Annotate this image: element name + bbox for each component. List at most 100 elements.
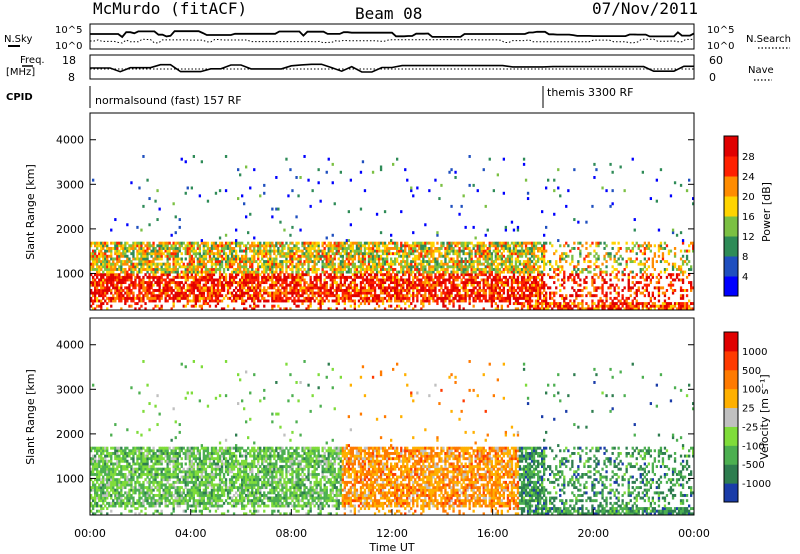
heatmap-cell <box>94 241 97 245</box>
heatmap-cell <box>232 257 236 261</box>
heatmap-cell <box>150 275 153 279</box>
heatmap-cell <box>468 254 471 258</box>
heatmap-cell <box>222 252 226 256</box>
heatmap-cell <box>539 265 542 269</box>
heatmap-cell <box>184 244 187 248</box>
heatmap-cell <box>150 252 153 256</box>
heatmap-cell <box>140 283 143 287</box>
heatmap-cell <box>277 247 280 250</box>
heatmap-cell <box>237 262 240 266</box>
heatmap-cell <box>285 265 288 269</box>
heatmap-cell <box>263 281 266 285</box>
heatmap-cell <box>406 283 409 287</box>
heatmap-cell <box>434 283 437 287</box>
heatmap-cell <box>283 260 286 264</box>
heatmap-cell <box>373 275 377 279</box>
heatmap-cell <box>198 194 202 198</box>
heatmap-cell <box>160 254 163 258</box>
heatmap-cell <box>200 262 204 266</box>
heatmap-cell <box>166 291 169 295</box>
heatmap-cell <box>192 278 196 282</box>
heatmap-cell <box>210 291 214 295</box>
heatmap-cell <box>323 281 326 285</box>
heatmap-cell <box>204 273 208 277</box>
heatmap-cell <box>184 257 187 261</box>
heatmap-cell <box>283 281 286 285</box>
heatmap-cell <box>126 270 129 274</box>
heatmap-cell <box>208 275 212 279</box>
heatmap-cell <box>243 254 246 258</box>
heatmap-cell <box>567 302 570 306</box>
heatmap-cell <box>130 270 133 274</box>
heatmap-cell <box>537 249 540 253</box>
heatmap-cell <box>591 302 594 306</box>
heatmap-cell <box>245 281 248 285</box>
heatmap-cell <box>222 296 226 300</box>
heatmap-cell <box>579 249 582 253</box>
heatmap-cell <box>438 273 441 277</box>
heatmap-cell <box>430 268 433 271</box>
heatmap-cell <box>130 252 133 256</box>
heatmap-cell <box>611 283 614 287</box>
heatmap-cell <box>98 278 101 282</box>
heatmap-cell <box>124 270 127 274</box>
heatmap-cell <box>502 289 506 292</box>
heatmap-cell <box>138 186 141 190</box>
heatmap-cell <box>283 299 286 303</box>
heatmap-cell <box>277 273 280 277</box>
heatmap-cell <box>464 278 467 282</box>
heatmap-cell <box>516 244 520 248</box>
heatmap-cell <box>381 283 385 287</box>
heatmap-cell <box>202 275 206 279</box>
heatmap-cell <box>390 262 393 266</box>
heatmap-cell <box>218 270 222 274</box>
heatmap-cell <box>512 275 516 279</box>
heatmap-cell <box>512 278 516 282</box>
heatmap-cell <box>281 291 284 295</box>
heatmap-cell <box>617 270 620 274</box>
heatmap-cell <box>657 294 661 298</box>
heatmap-cell <box>116 289 119 292</box>
heatmap-cell <box>357 299 361 303</box>
heatmap-cell <box>291 262 294 266</box>
heatmap-cell <box>160 244 163 248</box>
heatmap-cell <box>198 260 202 264</box>
heatmap-cell <box>192 155 196 158</box>
heatmap-cell <box>224 273 228 277</box>
heatmap-cell <box>359 262 363 266</box>
heatmap-cell <box>579 270 582 274</box>
heatmap-cell <box>247 231 250 235</box>
heatmap-cell <box>339 283 343 287</box>
heatmap-cell <box>237 257 240 261</box>
heatmap-cell <box>347 260 351 264</box>
heatmap-cell <box>168 296 171 300</box>
heatmap-cell <box>539 257 542 261</box>
heatmap-cell <box>593 286 596 290</box>
heatmap-cell <box>114 252 117 256</box>
heatmap-cell <box>474 252 477 256</box>
heatmap-cell <box>305 286 308 290</box>
heatmap-cell <box>259 247 262 250</box>
heatmap-cell <box>561 265 564 269</box>
heatmap-cell <box>490 283 494 287</box>
heatmap-cell <box>643 278 647 282</box>
heatmap-cell <box>138 260 141 264</box>
heatmap-cell <box>422 304 425 308</box>
heatmap-cell <box>148 197 151 201</box>
heatmap-cell <box>520 278 524 282</box>
heatmap-cell <box>547 302 550 306</box>
heatmap-cell <box>232 270 236 274</box>
heatmap-cell <box>502 296 506 300</box>
heatmap-cell <box>337 289 340 292</box>
heatmap-cell <box>528 302 532 306</box>
heatmap-cell <box>277 207 280 211</box>
heatmap-cell <box>208 247 212 250</box>
heatmap-cell <box>436 247 439 250</box>
heatmap-cell <box>400 286 403 290</box>
heatmap-cell <box>637 307 640 310</box>
heatmap-cell <box>651 304 655 308</box>
heatmap-cell <box>345 262 349 266</box>
heatmap-cell <box>333 241 336 245</box>
heatmap-cell <box>106 265 109 269</box>
heatmap-cell <box>293 257 296 261</box>
